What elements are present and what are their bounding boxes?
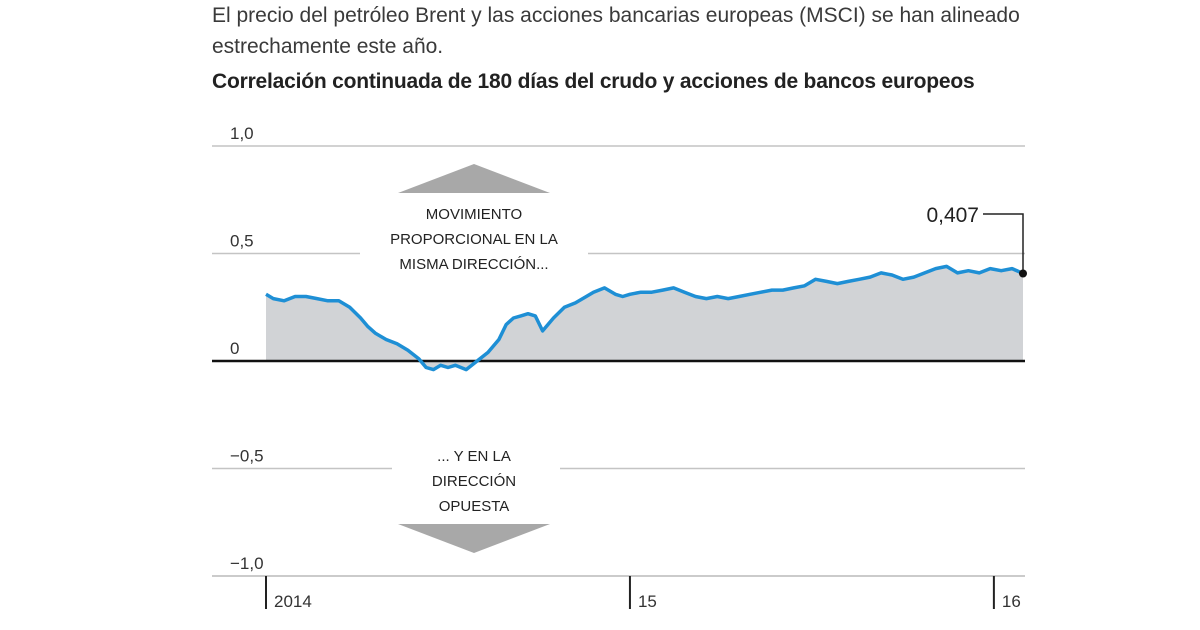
x-tick-label: 15 [638, 592, 657, 611]
x-tick-label: 2014 [274, 592, 312, 611]
y-tick-label: 0 [230, 339, 239, 358]
annotation-lower-line: OPUESTA [439, 498, 510, 515]
y-tick-label: 1,0 [230, 124, 254, 143]
x-axis: 2014 15 16 [212, 575, 1025, 611]
last-value-label: 0,407 [926, 204, 979, 227]
y-tick-label: −0,5 [230, 447, 264, 466]
annotation-upper-line: MOVIMIENTO [426, 206, 522, 223]
chart-title: Correlación continuada de 180 días del c… [212, 70, 975, 93]
annotation-lower-line: ... Y EN LA [437, 448, 511, 465]
series-line [265, 264, 1024, 372]
y-tick-label: −1,0 [230, 554, 264, 573]
intro-text: El precio del petróleo Brent y las accio… [212, 4, 1020, 58]
area-fill [266, 266, 1023, 370]
annotation-upper-line: PROPORCIONAL EN LA [390, 231, 558, 248]
annotation-lower-line: DIRECCIÓN [432, 473, 516, 490]
last-point-marker [1019, 269, 1027, 278]
y-tick-labels: 1,0 0,5 0 −0,5 −1,0 [230, 124, 264, 573]
down-arrow [398, 524, 550, 553]
annotation-upper-line: MISMA DIRECCIÓN... [399, 256, 548, 273]
callout-leader [983, 213, 1024, 274]
up-arrow [398, 164, 550, 193]
y-tick-label: 0,5 [230, 232, 254, 251]
last-value-callout: 0,407 [926, 204, 1027, 278]
annotations: MOVIMIENTO PROPORCIONAL EN LA MISMA DIRECC… [390, 164, 558, 553]
x-tick-label: 16 [1002, 592, 1021, 611]
